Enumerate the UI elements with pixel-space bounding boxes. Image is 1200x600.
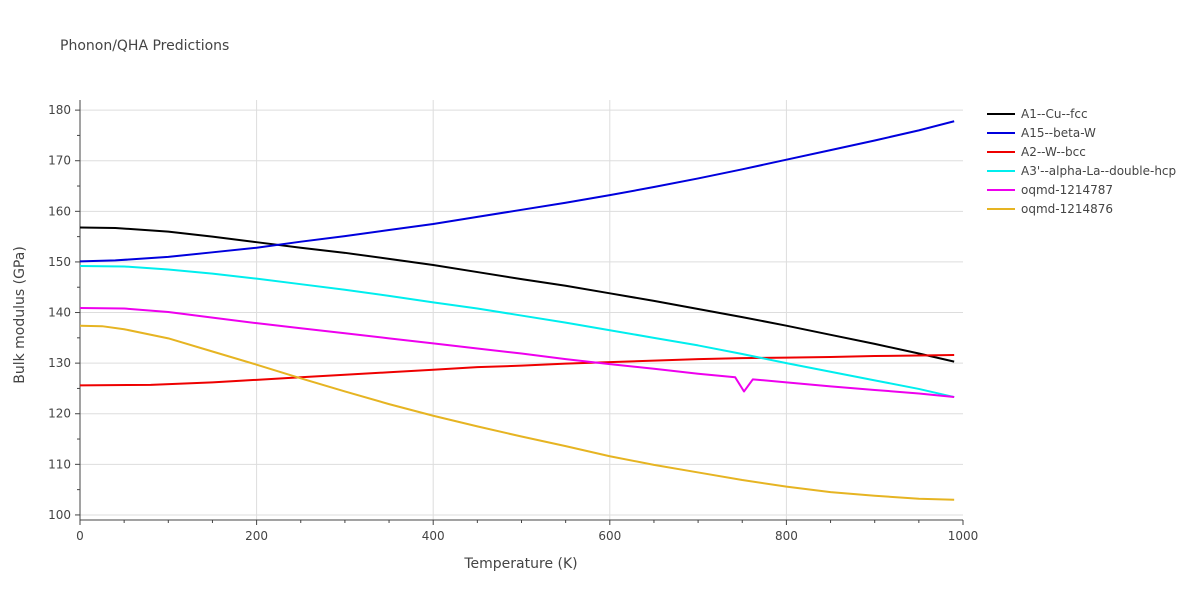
y-tick-label: 120 [48, 407, 71, 421]
legend-item-3[interactable]: A2--W--bcc [987, 145, 1086, 159]
y-tick-label: 170 [48, 154, 71, 168]
y-axis-title: Bulk modulus (GPa) [12, 246, 28, 384]
legend-label: A2--W--bcc [1021, 145, 1086, 159]
series-line-2 [79, 120, 955, 263]
x-tick-label: 600 [598, 529, 621, 543]
legend-label: A15--beta-W [1021, 126, 1096, 140]
legend-label: A1--Cu--fcc [1021, 107, 1088, 121]
legend-label: oqmd-1214787 [1021, 183, 1113, 197]
series-line-6 [79, 324, 955, 501]
series-line-3 [79, 354, 955, 387]
legend-item-5[interactable]: oqmd-1214787 [987, 183, 1113, 197]
series-line-5 [79, 306, 955, 399]
series-layer [79, 120, 955, 501]
x-tick-label: 400 [422, 529, 445, 543]
legend-item-2[interactable]: A15--beta-W [987, 126, 1096, 140]
legend-item-6[interactable]: oqmd-1214876 [987, 202, 1113, 216]
y-tick-label: 110 [48, 457, 71, 471]
chart-title: Phonon/QHA Predictions [60, 38, 229, 54]
legend[interactable]: A1--Cu--fcc A15--beta-W A2--W--bcc A3'--alp… [987, 107, 1176, 216]
legend-label: A3'--alpha-La--double-hcp [1021, 164, 1176, 178]
grid [80, 100, 963, 520]
y-tick-label: 130 [48, 356, 71, 370]
x-tick-label: 200 [245, 529, 268, 543]
series-line-4 [79, 264, 955, 399]
legend-item-1[interactable]: A1--Cu--fcc [987, 107, 1088, 121]
y-tick-label: 150 [48, 255, 71, 269]
x-tick-label: 800 [775, 529, 798, 543]
y-tick-label: 180 [48, 103, 71, 117]
legend-item-4[interactable]: A3'--alpha-La--double-hcp [987, 164, 1176, 178]
y-tick-label: 160 [48, 204, 71, 218]
axes: 0 200 400 600 800 1000 100 110 120 130 140 150 160 17… [48, 100, 978, 543]
legend-label: oqmd-1214876 [1021, 202, 1113, 216]
y-tick-label: 140 [48, 306, 71, 320]
y-tick-label: 100 [48, 508, 71, 522]
x-tick-label: 1000 [948, 529, 979, 543]
x-tick-label: 0 [76, 529, 84, 543]
series-line-1 [79, 226, 955, 363]
x-axis-title: Temperature (K) [463, 556, 577, 572]
